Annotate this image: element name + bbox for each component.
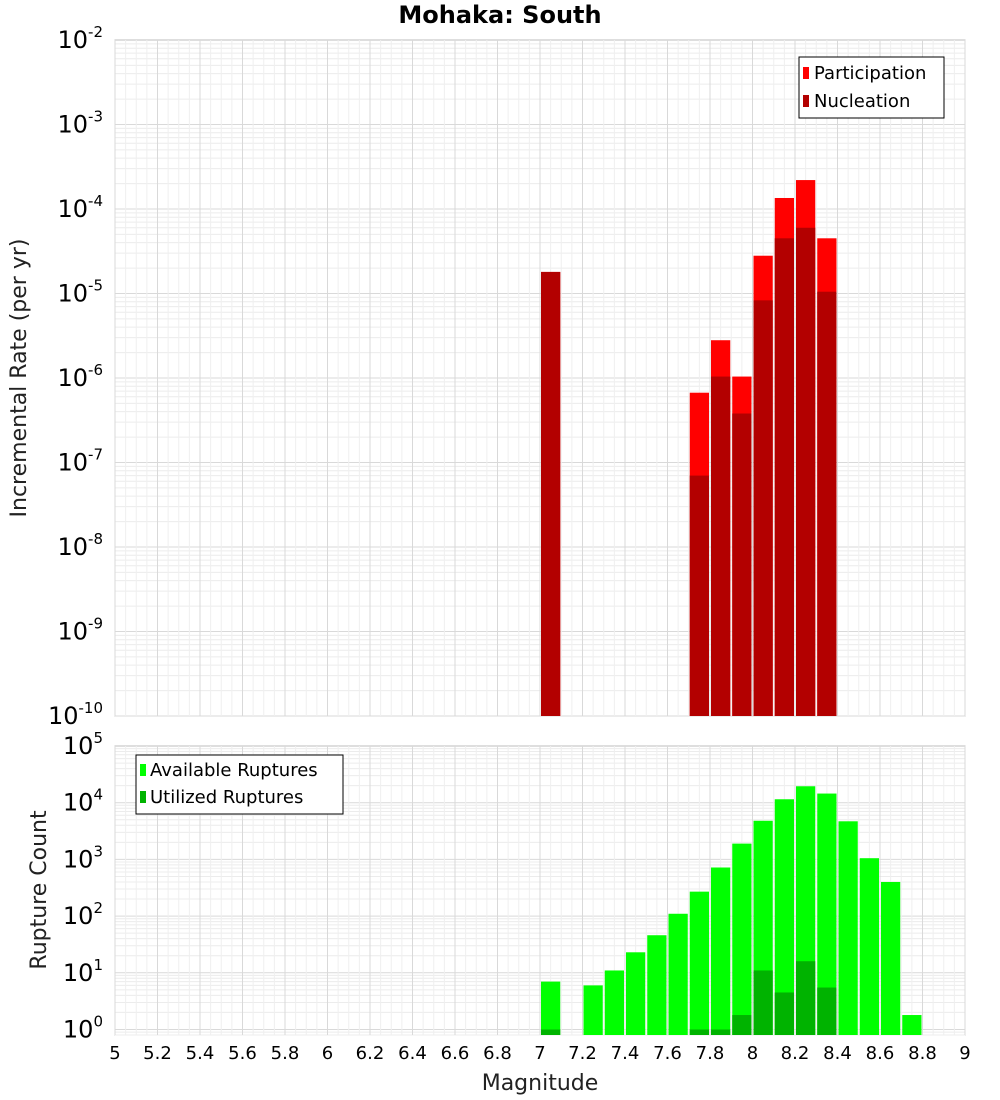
available-legend-swatch [140, 764, 146, 776]
available-ruptures-bar [647, 935, 667, 1035]
nucleation-legend-swatch [803, 95, 809, 107]
nucleation-bar [796, 227, 816, 716]
x-tick-label: 5.6 [228, 1043, 257, 1064]
nucleation-bar [711, 376, 731, 716]
x-tick-label: 7.8 [696, 1043, 725, 1064]
utilized-ruptures-bar [541, 1029, 561, 1035]
x-tick-label: 5.8 [271, 1043, 300, 1064]
x-ticks: 5 5.2 5.4 5.6 5.8 6 6.2 6.4 6.6 6.8 7 7.2 7.4 7.6 7.8 8… [109, 1043, 970, 1064]
bottom-legend-box [135, 754, 344, 815]
x-tick-label: 8.8 [908, 1043, 937, 1064]
x-tick-label: 5 [109, 1043, 120, 1064]
available-ruptures-bar [838, 821, 858, 1035]
x-tick-label: 6.6 [441, 1043, 470, 1064]
x-tick-label: 8 [747, 1043, 758, 1064]
available-ruptures-bar [689, 891, 709, 1035]
utilized-ruptures-bar [711, 1029, 731, 1035]
available-ruptures-bar [604, 970, 624, 1035]
bottom-y-tick-label: 100 [63, 1013, 103, 1044]
participation-legend-label: Participation [814, 63, 926, 84]
available-ruptures-bar [859, 858, 879, 1035]
x-tick-label: 6.8 [483, 1043, 512, 1064]
utilized-ruptures-bar [774, 992, 794, 1035]
utilized-legend-label: Utilized Ruptures [150, 787, 303, 808]
x-tick-label: 8.2 [781, 1043, 810, 1064]
top-y-tick-label: 10-10 [48, 699, 103, 730]
bottom-y-tick-label: 104 [63, 786, 103, 817]
top-panel: 10-10 10-9 10-8 10-7 10-6 10-5 10-4 10-3 10-2 In… [7, 23, 966, 730]
bottom-y-tick-label: 101 [63, 956, 103, 987]
available-ruptures-bar [668, 913, 688, 1035]
top-y-axis-title: Incremental Rate (per yr) [7, 239, 32, 518]
participation-legend-swatch [803, 67, 809, 79]
x-tick-label: 9 [959, 1043, 970, 1064]
bottom-y-axis-title: Rupture Count [27, 810, 52, 970]
x-tick-label: 8.4 [823, 1043, 852, 1064]
utilized-ruptures-bar [689, 1029, 709, 1035]
bottom-y-tick-label: 102 [63, 899, 103, 930]
top-y-tick-label: 10-6 [57, 361, 103, 392]
chart-title: Mohaka: South [398, 1, 601, 29]
x-tick-label: 6.2 [356, 1043, 385, 1064]
top-y-tick-label: 10-8 [57, 530, 103, 561]
utilized-ruptures-bar [753, 970, 773, 1035]
x-tick-label: 7 [534, 1043, 545, 1064]
top-y-tick-label: 10-5 [57, 277, 103, 308]
bottom-y-ticks: 100 101 102 103 104 105 [63, 729, 103, 1044]
top-grid [114, 40, 966, 717]
bottom-legend: Available Ruptures Utilized Ruptures [135, 754, 344, 815]
x-tick-label: 6.4 [398, 1043, 427, 1064]
x-tick-label: 7.2 [568, 1043, 597, 1064]
available-ruptures-bar [774, 799, 794, 1035]
bottom-y-tick-label: 105 [63, 729, 103, 760]
available-ruptures-bar [902, 1015, 922, 1035]
x-axis-title: Magnitude [482, 1071, 599, 1096]
top-y-ticks: 10-10 10-9 10-8 10-7 10-6 10-5 10-4 10-3 10-2 [48, 23, 103, 730]
x-tick-label: 8.6 [866, 1043, 895, 1064]
nucleation-bar [774, 238, 794, 717]
available-ruptures-bar [817, 793, 837, 1035]
top-y-tick-label: 10-7 [57, 446, 103, 477]
top-legend: Participation Nucleation [798, 56, 945, 119]
top-y-tick-label: 10-4 [57, 192, 103, 223]
utilized-ruptures-bar [796, 961, 816, 1035]
nucleation-bar [817, 291, 837, 716]
nucleation-bar [753, 300, 773, 716]
x-tick-label: 5.4 [186, 1043, 215, 1064]
nucleation-bar [689, 475, 709, 716]
top-y-tick-label: 10-2 [57, 23, 103, 54]
top-legend-box [798, 56, 945, 119]
utilized-legend-swatch [140, 791, 146, 803]
available-ruptures-bar [583, 985, 603, 1035]
available-ruptures-bar [711, 867, 731, 1035]
nucleation-legend-label: Nucleation [814, 91, 910, 112]
nucleation-bar [732, 413, 752, 716]
top-y-tick-label: 10-9 [57, 615, 103, 646]
available-ruptures-bar [881, 881, 901, 1035]
top-y-tick-label: 10-3 [57, 108, 103, 139]
bottom-bars [541, 786, 922, 1035]
available-ruptures-bar [541, 981, 561, 1035]
utilized-ruptures-bar [817, 987, 837, 1035]
available-legend-label: Available Ruptures [150, 760, 318, 781]
x-tick-label: 7.4 [611, 1043, 640, 1064]
bottom-y-tick-label: 103 [63, 842, 103, 873]
x-tick-label: 6 [322, 1043, 333, 1064]
utilized-ruptures-bar [732, 1015, 752, 1035]
top-bars [541, 180, 837, 717]
available-ruptures-bar [626, 952, 646, 1035]
nucleation-bar [541, 271, 561, 716]
x-tick-label: 7.6 [653, 1043, 682, 1064]
available-ruptures-bar [732, 843, 752, 1035]
x-tick-label: 5.2 [143, 1043, 172, 1064]
bottom-panel: 100 101 102 103 104 105 5 5.2 5.4 5.6 5.8 6 6.2 6.4 6… [27, 729, 971, 1096]
